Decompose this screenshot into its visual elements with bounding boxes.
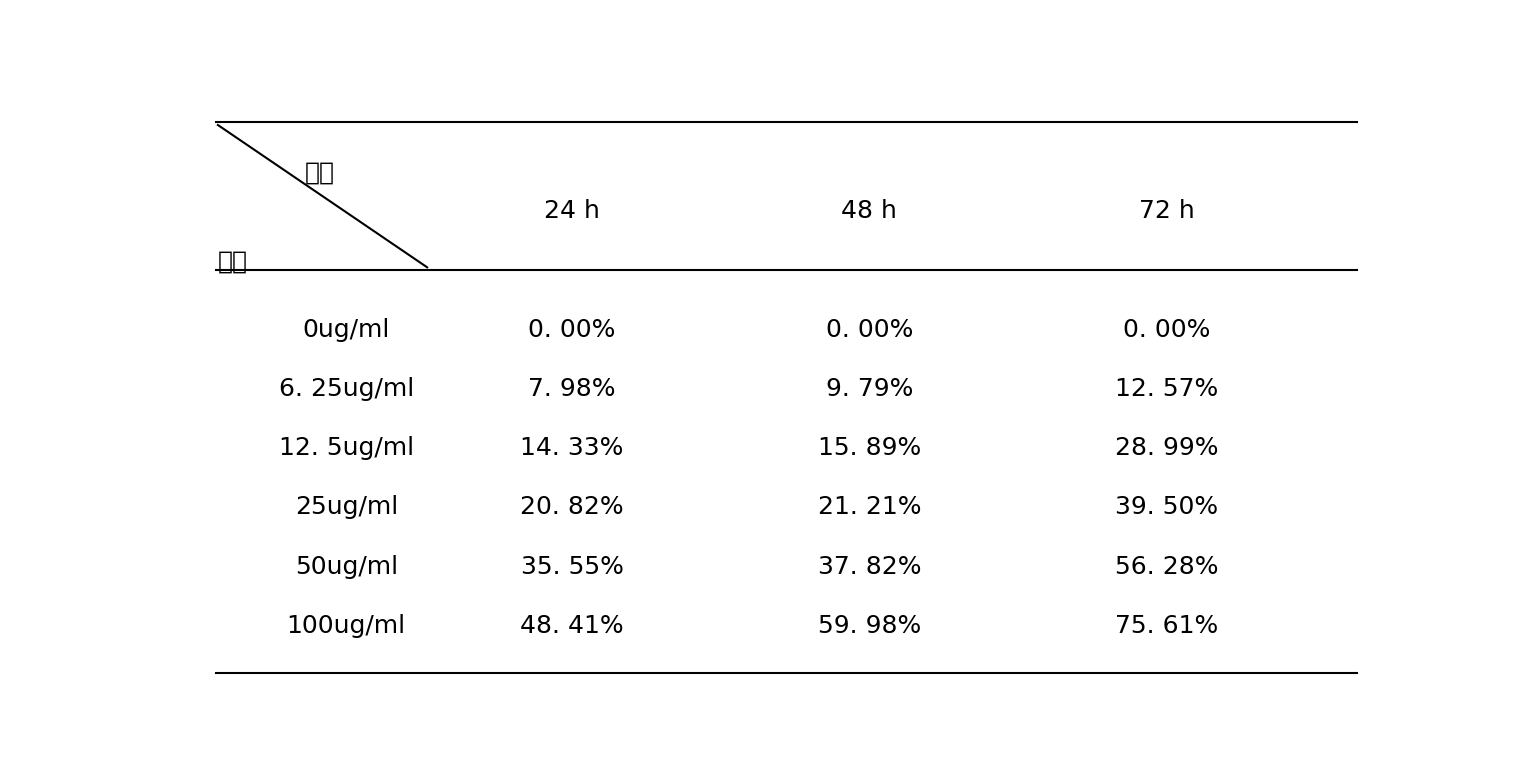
Text: 浓度: 浓度	[218, 249, 249, 273]
Text: 48. 41%: 48. 41%	[520, 614, 624, 638]
Text: 21. 21%: 21. 21%	[818, 495, 920, 520]
Text: 15. 89%: 15. 89%	[818, 436, 920, 460]
Text: 12. 5ug/ml: 12. 5ug/ml	[279, 436, 414, 460]
Text: 9. 79%: 9. 79%	[825, 377, 913, 401]
Text: 20. 82%: 20. 82%	[520, 495, 624, 520]
Text: 56. 28%: 56. 28%	[1115, 554, 1218, 579]
Text: 100ug/ml: 100ug/ml	[287, 614, 407, 638]
Text: 7. 98%: 7. 98%	[528, 377, 617, 401]
Text: 0ug/ml: 0ug/ml	[302, 317, 390, 342]
Text: 48 h: 48 h	[842, 199, 897, 223]
Text: 59. 98%: 59. 98%	[818, 614, 920, 638]
Text: 28. 99%: 28. 99%	[1115, 436, 1218, 460]
Text: 37. 82%: 37. 82%	[818, 554, 920, 579]
Text: 时间: 时间	[305, 161, 334, 185]
Text: 24 h: 24 h	[545, 199, 600, 223]
Text: 0. 00%: 0. 00%	[825, 317, 913, 342]
Text: 50ug/ml: 50ug/ml	[295, 554, 397, 579]
Text: 39. 50%: 39. 50%	[1115, 495, 1218, 520]
Text: 75. 61%: 75. 61%	[1115, 614, 1218, 638]
Text: 25ug/ml: 25ug/ml	[295, 495, 397, 520]
Text: 14. 33%: 14. 33%	[520, 436, 624, 460]
Text: 35. 55%: 35. 55%	[520, 554, 624, 579]
Text: 0. 00%: 0. 00%	[1123, 317, 1210, 342]
Text: 72 h: 72 h	[1138, 199, 1195, 223]
Text: 12. 57%: 12. 57%	[1115, 377, 1218, 401]
Text: 6. 25ug/ml: 6. 25ug/ml	[279, 377, 414, 401]
Text: 0. 00%: 0. 00%	[529, 317, 615, 342]
